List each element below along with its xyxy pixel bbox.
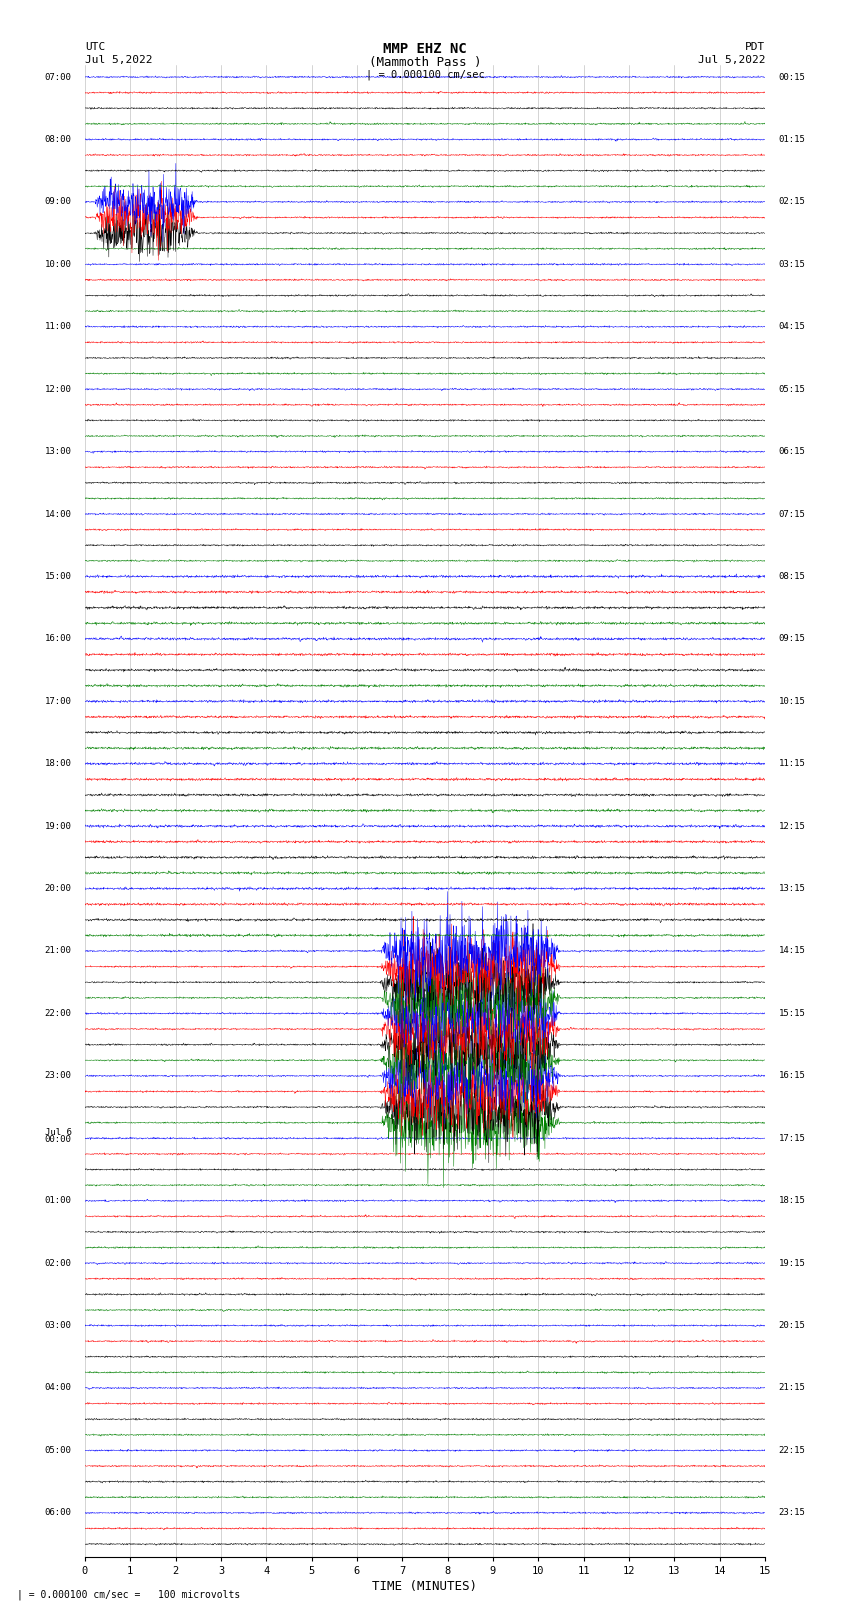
Text: 18:00: 18:00	[44, 760, 71, 768]
Text: 06:00: 06:00	[44, 1508, 71, 1518]
Text: 02:15: 02:15	[779, 197, 806, 206]
Text: Jul 5,2022: Jul 5,2022	[85, 55, 152, 65]
Text: 07:15: 07:15	[779, 510, 806, 518]
Text: 23:15: 23:15	[779, 1508, 806, 1518]
Text: 10:15: 10:15	[779, 697, 806, 706]
Text: 14:00: 14:00	[44, 510, 71, 518]
Text: (Mammoth Pass ): (Mammoth Pass )	[369, 56, 481, 69]
Text: 22:15: 22:15	[779, 1445, 806, 1455]
Text: 23:00: 23:00	[44, 1071, 71, 1081]
Text: 12:00: 12:00	[44, 384, 71, 394]
Text: 01:15: 01:15	[779, 135, 806, 144]
Text: 20:00: 20:00	[44, 884, 71, 894]
Text: 11:00: 11:00	[44, 323, 71, 331]
Text: 00:15: 00:15	[779, 73, 806, 82]
Text: 17:00: 17:00	[44, 697, 71, 706]
Text: 03:00: 03:00	[44, 1321, 71, 1331]
Text: 18:15: 18:15	[779, 1197, 806, 1205]
Text: 22:00: 22:00	[44, 1008, 71, 1018]
Text: 19:00: 19:00	[44, 821, 71, 831]
Text: 21:15: 21:15	[779, 1384, 806, 1392]
Text: | = 0.000100 cm/sec =   100 microvolts: | = 0.000100 cm/sec = 100 microvolts	[17, 1589, 241, 1600]
Text: 08:00: 08:00	[44, 135, 71, 144]
Text: PDT: PDT	[745, 42, 765, 52]
Text: 16:00: 16:00	[44, 634, 71, 644]
Text: 15:15: 15:15	[779, 1008, 806, 1018]
Text: 17:15: 17:15	[779, 1134, 806, 1142]
Text: 01:00: 01:00	[44, 1197, 71, 1205]
Text: 15:00: 15:00	[44, 573, 71, 581]
Text: 13:00: 13:00	[44, 447, 71, 456]
Text: 12:15: 12:15	[779, 821, 806, 831]
Text: 02:00: 02:00	[44, 1258, 71, 1268]
Text: 03:15: 03:15	[779, 260, 806, 269]
Text: 06:15: 06:15	[779, 447, 806, 456]
Text: 09:00: 09:00	[44, 197, 71, 206]
Text: 16:15: 16:15	[779, 1071, 806, 1081]
Text: 14:15: 14:15	[779, 947, 806, 955]
Text: 07:00: 07:00	[44, 73, 71, 82]
Text: MMP EHZ NC: MMP EHZ NC	[383, 42, 467, 56]
Text: 21:00: 21:00	[44, 947, 71, 955]
Text: 09:15: 09:15	[779, 634, 806, 644]
Text: 00:00: 00:00	[44, 1136, 71, 1144]
Text: 20:15: 20:15	[779, 1321, 806, 1331]
Text: Jul 5,2022: Jul 5,2022	[698, 55, 765, 65]
Text: 08:15: 08:15	[779, 573, 806, 581]
Text: 05:00: 05:00	[44, 1445, 71, 1455]
Text: 19:15: 19:15	[779, 1258, 806, 1268]
Text: 10:00: 10:00	[44, 260, 71, 269]
Text: UTC: UTC	[85, 42, 105, 52]
Text: 04:15: 04:15	[779, 323, 806, 331]
Text: 05:15: 05:15	[779, 384, 806, 394]
Text: 11:15: 11:15	[779, 760, 806, 768]
Text: Jul 6: Jul 6	[44, 1127, 71, 1137]
X-axis label: TIME (MINUTES): TIME (MINUTES)	[372, 1579, 478, 1592]
Text: 13:15: 13:15	[779, 884, 806, 894]
Text: | = 0.000100 cm/sec: | = 0.000100 cm/sec	[366, 69, 484, 81]
Text: 04:00: 04:00	[44, 1384, 71, 1392]
